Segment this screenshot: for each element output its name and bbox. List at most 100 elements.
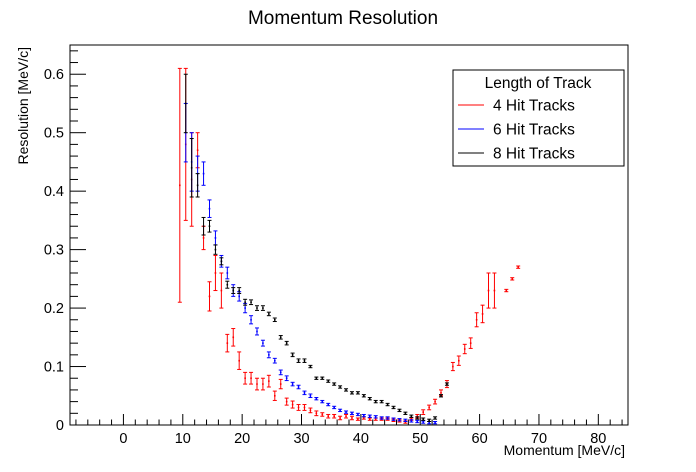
marker <box>452 365 454 368</box>
data-point <box>260 339 265 347</box>
data-point <box>254 327 259 336</box>
marker <box>208 225 211 228</box>
x-tick-label: 30 <box>293 431 309 447</box>
marker <box>440 392 442 394</box>
data-point <box>444 382 449 386</box>
marker <box>368 418 371 420</box>
series-3 <box>183 73 449 422</box>
marker <box>273 318 276 321</box>
marker <box>398 409 401 412</box>
marker <box>386 417 389 419</box>
data-point <box>510 277 515 281</box>
data-point <box>391 417 396 421</box>
data-point <box>361 413 366 418</box>
data-point <box>183 73 188 134</box>
marker <box>357 392 359 394</box>
data-marks <box>177 67 521 425</box>
data-point <box>254 305 259 311</box>
data-point <box>403 418 408 422</box>
marker <box>196 149 199 152</box>
data-point <box>486 272 491 309</box>
marker <box>398 418 401 421</box>
data-point <box>201 216 206 236</box>
data-point <box>427 404 432 411</box>
chart-title: Momentum Resolution <box>248 8 438 29</box>
data-point <box>361 394 366 398</box>
data-point <box>385 402 390 407</box>
marker <box>202 225 205 228</box>
marker <box>428 419 430 422</box>
series-1 <box>177 67 521 424</box>
legend-box <box>452 69 625 167</box>
marker <box>268 354 270 356</box>
data-point <box>260 377 265 391</box>
data-point <box>355 412 360 417</box>
legend-label: 8 Hit Tracks <box>493 146 575 163</box>
marker <box>463 348 466 350</box>
data-point <box>314 376 319 380</box>
marker <box>250 318 252 321</box>
data-point <box>349 411 354 415</box>
marker <box>297 406 300 409</box>
data-point <box>344 388 349 392</box>
marker <box>256 330 258 333</box>
marker <box>327 380 330 382</box>
marker <box>208 207 211 210</box>
marker <box>327 403 330 406</box>
data-point <box>326 402 331 407</box>
y-tick-label: 0.2 <box>44 301 64 317</box>
marker <box>238 289 240 292</box>
marker <box>285 342 288 344</box>
marker <box>345 411 347 413</box>
data-point <box>260 305 265 311</box>
marker <box>179 184 181 187</box>
marker <box>190 166 193 169</box>
x-tick-label: 20 <box>234 431 250 447</box>
data-point <box>355 417 360 421</box>
marker <box>333 406 335 409</box>
marker <box>345 389 347 391</box>
data-point <box>254 377 259 391</box>
marker <box>363 394 365 397</box>
data-point <box>266 374 271 388</box>
marker <box>333 383 335 385</box>
data-point <box>266 311 271 317</box>
marker <box>357 418 359 420</box>
marker <box>345 415 347 418</box>
y-axis-title: Resolution [MeV/c] <box>15 47 31 165</box>
data-point <box>373 399 378 404</box>
marker <box>303 406 306 409</box>
marker <box>268 313 270 315</box>
marker <box>285 400 288 403</box>
marker <box>303 359 306 362</box>
marker <box>297 359 300 362</box>
marker <box>220 289 223 292</box>
marker <box>303 392 306 394</box>
marker <box>351 412 353 415</box>
marker <box>315 412 318 415</box>
legend-title: Length of Track <box>485 75 592 92</box>
marker <box>339 409 341 412</box>
data-point <box>225 266 230 280</box>
data-point <box>284 375 289 382</box>
marker <box>250 377 252 380</box>
marker <box>291 403 294 406</box>
data-point <box>433 416 438 420</box>
data-point <box>302 358 307 363</box>
x-axis-title: Momentum [MeV/c] <box>504 442 625 458</box>
data-point <box>421 420 426 424</box>
y-tick-label: 0.3 <box>44 243 64 259</box>
data-point <box>456 355 461 366</box>
data-point <box>219 272 224 309</box>
marker <box>446 383 448 385</box>
data-point <box>367 397 372 401</box>
data-point <box>433 398 438 405</box>
marker <box>458 359 460 362</box>
marker <box>184 102 187 105</box>
data-point <box>266 351 271 359</box>
marker <box>232 289 235 292</box>
data-point <box>421 417 426 421</box>
data-point <box>326 413 331 419</box>
data-point <box>272 390 277 401</box>
marker <box>511 278 514 280</box>
